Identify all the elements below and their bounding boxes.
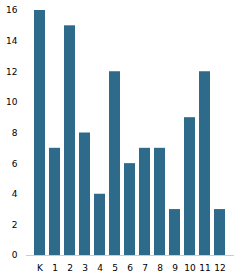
svg-text:8: 8 [12,128,18,138]
svg-text:K: K [37,263,44,273]
svg-text:2: 2 [67,263,73,273]
svg-text:11: 11 [199,263,210,273]
svg-text:7: 7 [142,263,148,273]
svg-text:4: 4 [12,189,18,199]
svg-text:9: 9 [172,263,178,273]
svg-text:2: 2 [12,220,18,230]
svg-text:12: 12 [214,263,225,273]
svg-text:16: 16 [6,5,18,15]
svg-text:6: 6 [127,263,133,273]
svg-text:10: 10 [184,263,196,273]
svg-text:12: 12 [6,67,17,77]
svg-text:6: 6 [12,159,18,169]
svg-text:1: 1 [52,263,58,273]
svg-text:4: 4 [97,263,103,273]
svg-text:8: 8 [157,263,163,273]
svg-text:5: 5 [112,263,118,273]
svg-text:3: 3 [82,263,88,273]
svg-text:0: 0 [12,250,18,260]
svg-text:14: 14 [6,36,18,46]
svg-text:10: 10 [6,97,18,107]
